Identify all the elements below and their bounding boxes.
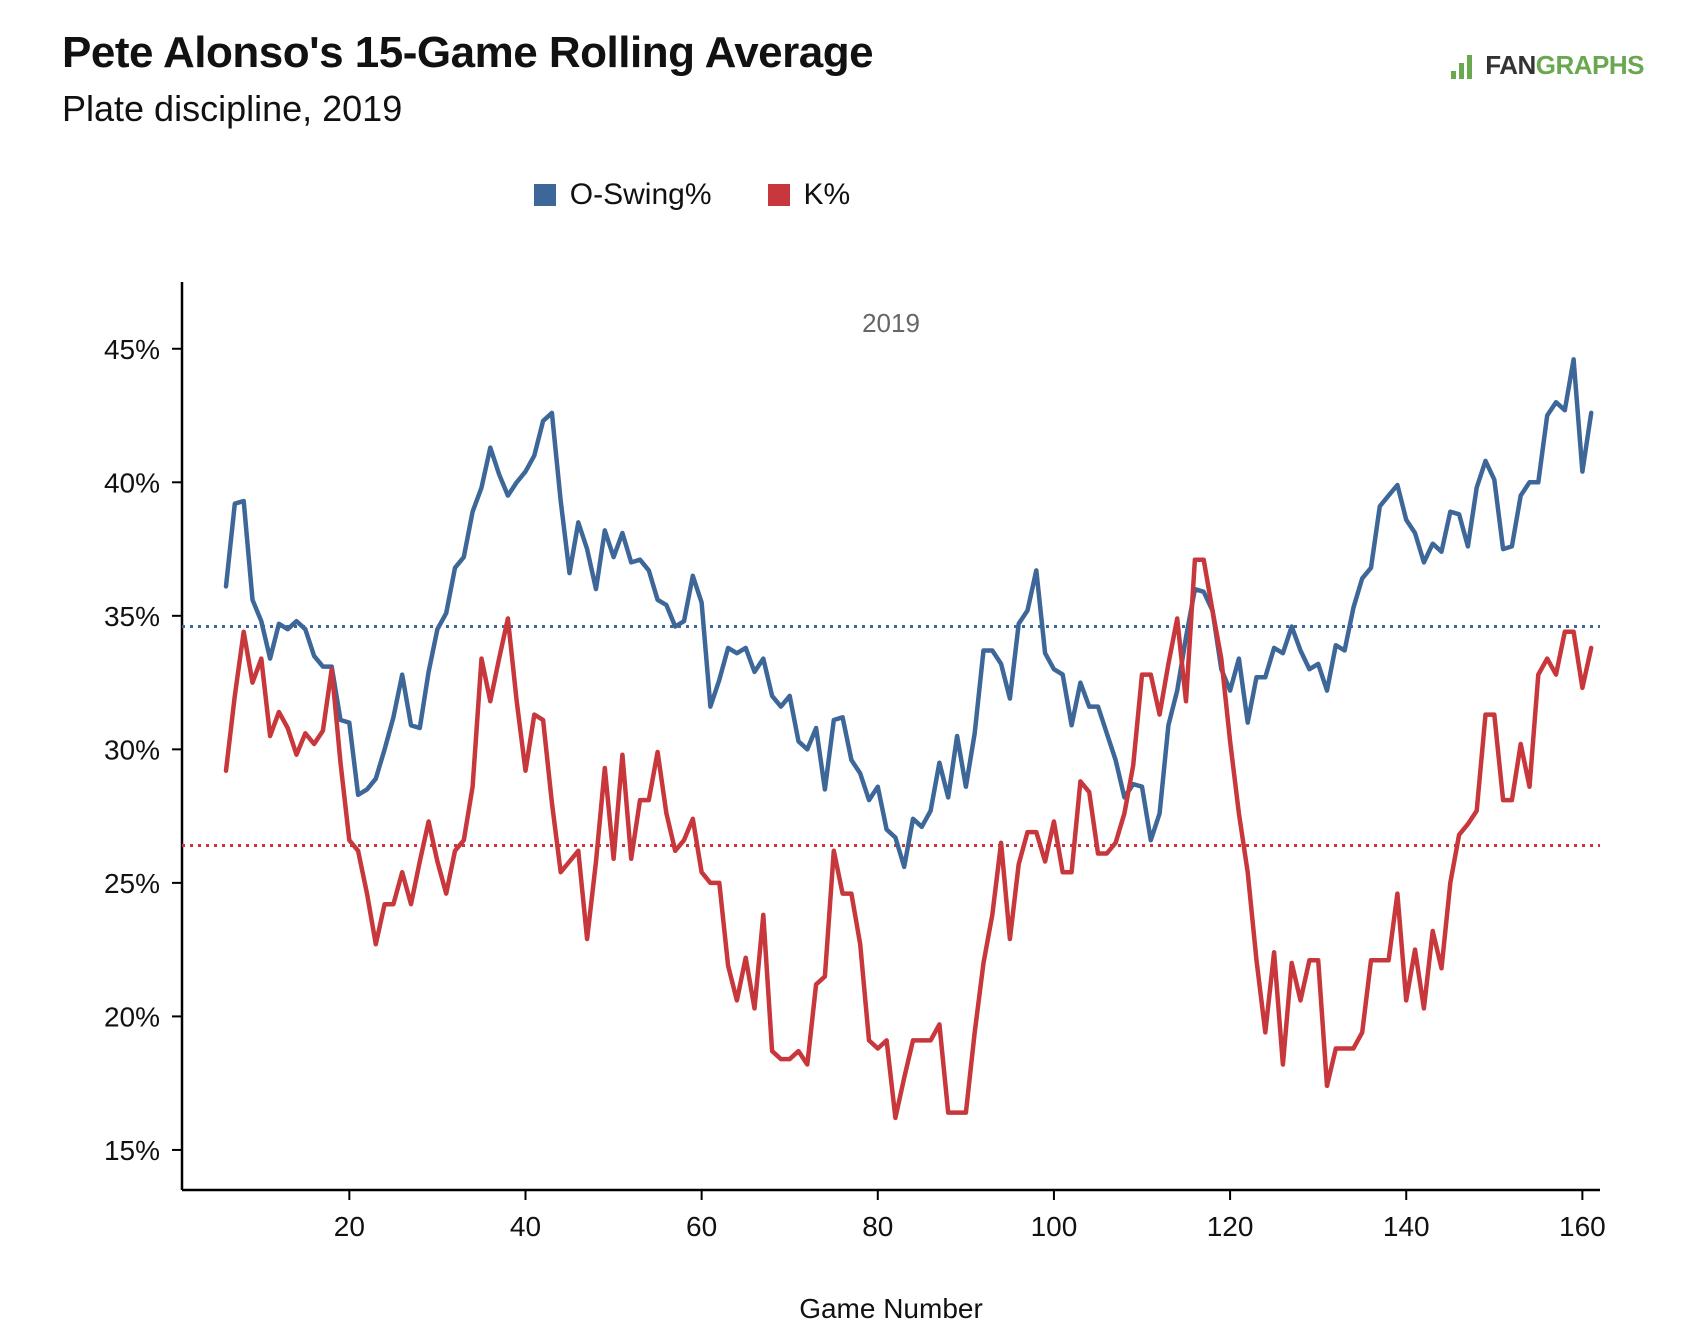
legend-swatch-k (767, 184, 790, 206)
y-tick-label: 40% (104, 467, 160, 498)
logo-text-fan: FAN (1485, 50, 1536, 80)
series-line-k (223, 557, 1594, 1121)
legend-label-oswing: O-Swing% (569, 178, 712, 211)
legend: O-Swing% K% (0, 178, 1534, 212)
x-tick-label: 40 (510, 1211, 541, 1242)
x-tick-label: 160 (1559, 1211, 1606, 1242)
y-tick-label: 20% (104, 1001, 160, 1032)
series-line-oswing (223, 357, 1594, 870)
x-tick-label: 80 (862, 1211, 893, 1242)
chart-title: Pete Alonso's 15-Game Rolling Average (62, 28, 874, 77)
legend-label-k: K% (803, 178, 851, 211)
x-tick-label: 100 (1031, 1211, 1078, 1242)
y-tick-label: 15% (104, 1135, 160, 1166)
logo-text-graphs: GRAPHS (1535, 50, 1645, 80)
x-tick-label: 140 (1383, 1211, 1430, 1242)
x-tick-label: 60 (686, 1211, 717, 1242)
y-tick-label: 30% (104, 734, 160, 765)
x-axis-title: Game Number (799, 1293, 983, 1324)
chart-subtitle: Plate discipline, 2019 (62, 88, 403, 129)
legend-swatch-oswing (533, 184, 556, 206)
x-tick-label: 120 (1207, 1211, 1254, 1242)
fangraphs-logo: FAN GRAPHS (1451, 50, 1645, 81)
panel-label: 2019 (862, 308, 920, 338)
y-tick-label: 35% (104, 601, 160, 632)
legend-item-oswing: O-Swing% (533, 178, 712, 212)
legend-item-k: K% (767, 178, 851, 212)
y-tick-label: 25% (104, 868, 160, 899)
bars-logo-icon (1451, 53, 1481, 79)
x-tick-label: 20 (334, 1211, 365, 1242)
y-tick-label: 45% (104, 334, 160, 365)
